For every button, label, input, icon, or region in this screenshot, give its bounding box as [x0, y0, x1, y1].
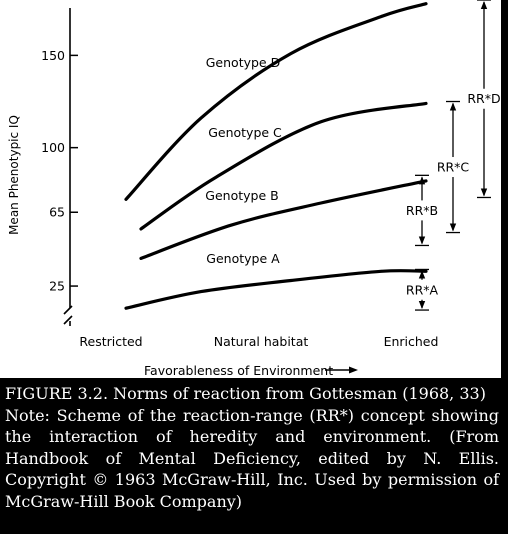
x-axis-title: Favorableness of Environment [144, 363, 358, 378]
y-ticks: 25 65 100 150 [41, 48, 78, 294]
y-axis-label: Mean Phenotypic IQ [7, 115, 21, 235]
caption-note: Note: Scheme of the reaction-range (RR*)… [5, 405, 499, 511]
figure-panel: Mean Phenotypic IQ 25 65 100 150 Restricted… [0, 0, 501, 378]
x-tick-label: Restricted [79, 334, 142, 349]
rr-a-range: RR*A [406, 268, 439, 311]
caption-title: FIGURE 3.2. Norms of reaction from Gotte… [5, 384, 486, 403]
y-tick-label: 100 [41, 140, 65, 155]
rr-a-label: RR*A [406, 282, 439, 297]
rr-b-down-arrow-icon [418, 236, 426, 245]
rr-c-label: RR*C [437, 160, 470, 175]
rr-c-up-arrow-icon [449, 102, 457, 111]
rr-c-down-arrow-icon [449, 223, 457, 232]
genotype-b-label: Genotype B [205, 188, 278, 203]
rr-d-up-arrow-icon [480, 1, 488, 10]
genotype-b-curve [139, 179, 428, 260]
norms-of-reaction-chart: Mean Phenotypic IQ 25 65 100 150 Restricted… [7, 0, 501, 378]
rr-d-label: RR*D [467, 91, 500, 106]
rr-b-range: RR*B [406, 174, 438, 247]
x-tick-label: Enriched [384, 334, 439, 349]
x-tick-labels: Restricted Natural habitat Enriched [79, 334, 438, 349]
x-tick-label: Natural habitat [214, 334, 309, 349]
rr-b-label: RR*B [406, 203, 438, 218]
x-axis-arrow-icon [349, 366, 358, 374]
rr-d-range: RR*D [467, 0, 501, 199]
y-tick-label: 25 [49, 279, 65, 294]
genotype-a-label: Genotype A [206, 251, 280, 266]
genotype-curves: Genotype A Genotype B Genotype C Genotype D [124, 2, 428, 310]
genotype-c-label: Genotype C [208, 125, 282, 140]
rr-a-down-arrow-icon [418, 301, 426, 310]
figure-caption: FIGURE 3.2. Norms of reaction from Gotte… [5, 383, 499, 513]
genotype-a-curve [124, 269, 428, 310]
y-tick-label: 150 [41, 48, 65, 63]
axes: Mean Phenotypic IQ 25 65 100 150 Restricted… [7, 8, 438, 378]
reaction-ranges: RR*A RR*B RR*C RR*D [406, 0, 501, 311]
y-tick-label: 65 [49, 205, 65, 220]
rr-b-up-arrow-icon [418, 176, 426, 185]
x-axis-label: Favorableness of Environment [144, 363, 333, 378]
genotype-c-curve [139, 101, 428, 231]
rr-d-down-arrow-icon [480, 188, 488, 197]
genotype-d-curve [124, 2, 428, 201]
y-axis-break [63, 305, 73, 325]
genotype-d-label: Genotype D [206, 55, 280, 70]
rr-a-up-arrow-icon [418, 270, 426, 279]
rr-c-range: RR*C [437, 100, 470, 234]
